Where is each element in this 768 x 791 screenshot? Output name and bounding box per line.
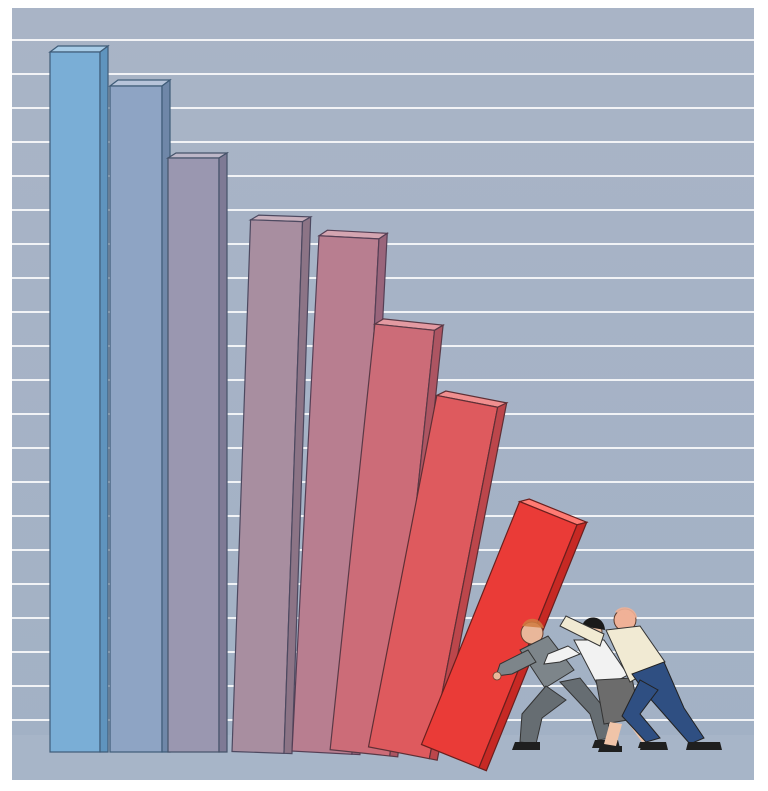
bar-2 [108, 78, 172, 753]
man-blue-jeans [559, 607, 722, 750]
bar-3 [165, 151, 230, 753]
bar-7 [367, 390, 509, 761]
bar-1 [48, 44, 110, 753]
bar-4 [231, 214, 313, 755]
